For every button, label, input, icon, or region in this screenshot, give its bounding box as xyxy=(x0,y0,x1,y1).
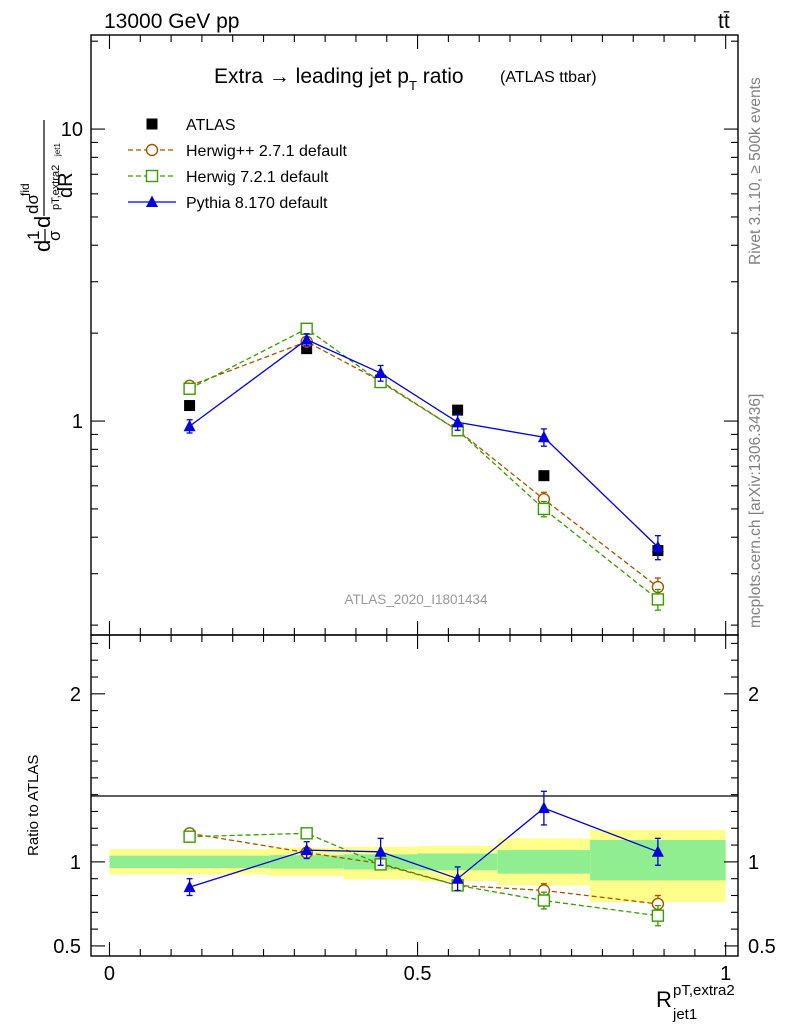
main-point xyxy=(300,333,313,345)
x-axis-label: R pT,extra2 jet1 xyxy=(656,982,735,1023)
ratio-panel: 0.5 0.51 12 2 0 0.5 1 Ratio to ATLAS R pT,ext… xyxy=(25,634,776,1023)
ratio-marks xyxy=(183,790,665,927)
main-title-main: Extra → leading jet p xyxy=(214,65,409,88)
main-marks xyxy=(183,322,665,611)
legend-herwig7: Herwig 7.2.1 default xyxy=(186,169,329,186)
main-y-axis-label: d 1 σ d dσ fid pT,extra2 jet1 dR xyxy=(18,120,77,252)
mcplots-label: mcplots.cern.ch [arXiv:1306.3436] xyxy=(747,394,764,628)
main-series-line-2 xyxy=(189,328,659,600)
main-title-subscript: T xyxy=(409,78,417,93)
ratio-point xyxy=(183,880,196,893)
legend-atlas: ATLAS xyxy=(186,117,236,134)
ratio-band-stat xyxy=(417,853,498,871)
ratio-point xyxy=(300,827,313,840)
ratio-series-line-0 xyxy=(189,832,658,905)
ratio-point xyxy=(651,845,664,857)
ratio-ticks xyxy=(91,635,738,956)
ratio-point xyxy=(537,801,550,814)
ratio-point xyxy=(300,843,313,856)
main-point xyxy=(374,366,387,379)
main-panel: 1 10 Extra → leading jet pT ratio (ATLAS … xyxy=(18,34,739,636)
main-series-line-1 xyxy=(189,340,659,588)
main-series-line-3 xyxy=(189,338,659,548)
x-axis-label-sub: jet1 xyxy=(672,1006,697,1023)
ratio-point xyxy=(537,894,551,907)
ratio-band-stat xyxy=(269,855,344,869)
main-y-tick-label: 10 xyxy=(61,119,83,141)
ratio-y-axis-label: Ratio to ATLAS xyxy=(25,755,42,856)
main-y-tick-label: 1 xyxy=(72,411,83,433)
main-ticks xyxy=(91,35,738,635)
ratio-band-stat xyxy=(497,850,591,874)
ratio-point xyxy=(183,830,196,843)
svg-text:σ: σ xyxy=(45,230,64,241)
main-point xyxy=(452,404,464,416)
ratio-frame xyxy=(90,634,739,957)
main-point xyxy=(301,343,313,355)
ratio-y-tick-labels: 0.5 0.5 1 1 2 2 xyxy=(53,684,776,958)
legend-herwigpp: Herwig++ 2.7.1 default xyxy=(186,143,348,160)
svg-text:d: d xyxy=(30,240,55,252)
ratio-point xyxy=(651,909,665,922)
ratio-y-tick-label-right: 2 xyxy=(748,684,759,706)
main-point xyxy=(183,419,196,432)
main-point xyxy=(538,470,550,482)
svg-text:jet1: jet1 xyxy=(53,143,62,157)
main-point xyxy=(537,502,551,516)
main-point xyxy=(184,400,196,412)
x-axis-label-main: R xyxy=(656,987,672,1012)
rivet-label: Rivet 3.1.10, ≥ 500k events xyxy=(747,77,764,265)
energy-label: 13000 GeV pp xyxy=(104,10,239,33)
main-y-tick-labels: 1 10 xyxy=(61,119,83,433)
ratio-band-stat xyxy=(109,855,270,869)
main-point xyxy=(183,382,196,395)
svg-text:dσ: dσ xyxy=(23,194,42,214)
legend-marker xyxy=(146,118,158,130)
svg-text:1: 1 xyxy=(24,231,43,240)
svg-text:fid: fid xyxy=(18,183,32,196)
legend-marker xyxy=(145,169,159,183)
main-point xyxy=(651,540,664,553)
legend-marker xyxy=(146,195,158,207)
ratio-x-tick-labels: 0 0.5 1 xyxy=(104,963,731,985)
svg-text:dR: dR xyxy=(55,172,77,198)
main-title-suffix: (ATLAS ttbar) xyxy=(500,69,597,86)
ratio-point xyxy=(374,845,387,857)
legend: ATLAS Herwig++ 2.7.1 default Herwig 7.2.… xyxy=(128,117,348,212)
ratio-x-tick-label: 0.5 xyxy=(404,963,432,985)
ratio-x-tick-label: 1 xyxy=(720,963,731,985)
main-point xyxy=(537,430,550,443)
ratio-bands xyxy=(109,829,726,903)
main-title: Extra → leading jet pT ratio xyxy=(214,65,464,93)
ratio-y-tick-label-right: 0.5 xyxy=(748,936,776,958)
ratio-y-tick-label-left: 1 xyxy=(70,852,81,874)
main-point xyxy=(300,322,313,335)
legend-pythia: Pythia 8.170 default xyxy=(186,195,328,212)
ratio-y-tick-label-left: 0.5 xyxy=(53,936,81,958)
legend-markers xyxy=(128,118,176,207)
ratio-series-line-2 xyxy=(189,807,659,888)
main-point xyxy=(651,593,665,606)
ratio-x-tick-label: 0 xyxy=(104,963,115,985)
svg-text:pT,extra2: pT,extra2 xyxy=(50,165,62,210)
process-label: tt̄ xyxy=(718,10,730,33)
svg-text:d: d xyxy=(30,216,55,228)
ratio-y-tick-label-left: 2 xyxy=(70,684,81,706)
main-title-tail: ratio xyxy=(417,65,464,88)
ratio-y-tick-label-right: 1 xyxy=(748,852,759,874)
x-axis-label-sup: pT,extra2 xyxy=(673,982,735,999)
main-point xyxy=(451,415,464,428)
analysis-label: ATLAS_2020_I1801434 xyxy=(344,592,488,607)
ratio-series-line-1 xyxy=(189,832,658,917)
legend-marker xyxy=(145,143,159,157)
ratio-point xyxy=(451,872,464,884)
